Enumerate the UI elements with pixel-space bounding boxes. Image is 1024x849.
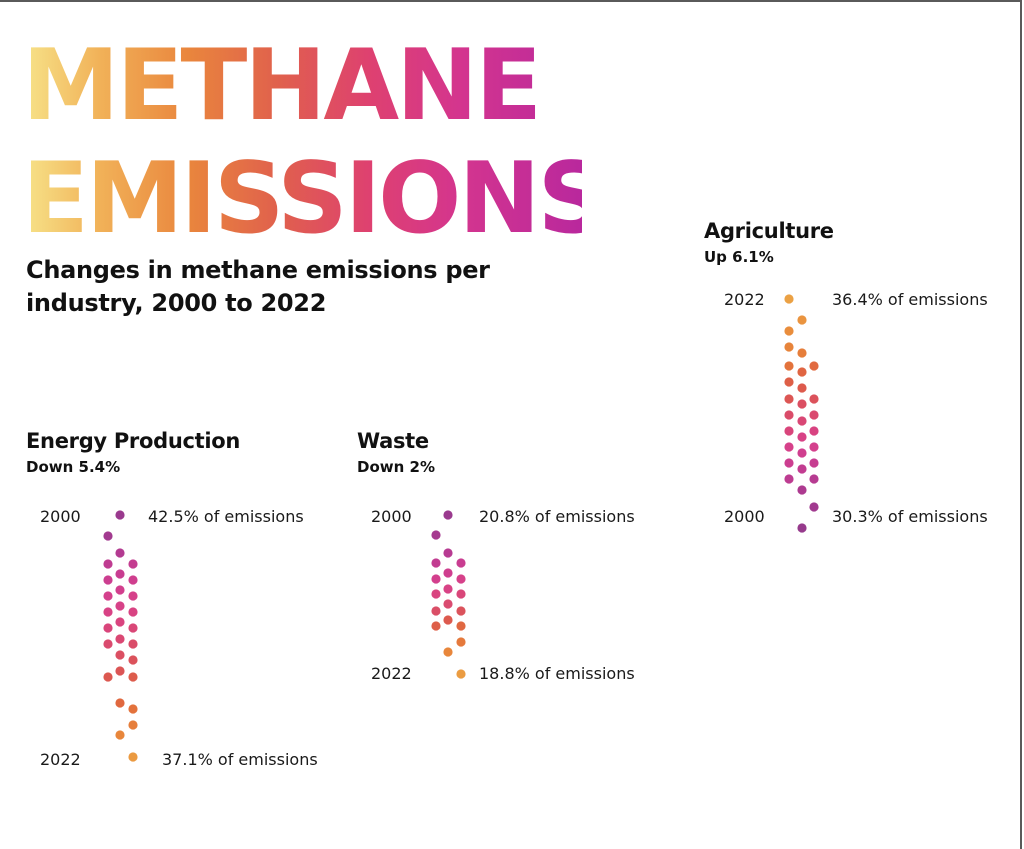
energy-production-dots xyxy=(103,510,138,762)
end-year-label: 2022 xyxy=(371,664,412,683)
waste-dots xyxy=(431,510,466,679)
chart-subtitle: Changes in methane emissions per industr… xyxy=(26,256,490,317)
top-year-label: 2022 xyxy=(724,290,765,309)
end-share-label: 18.8% of emissions xyxy=(479,664,635,683)
panel-change: Up 6.1% xyxy=(704,248,774,266)
title-line-1: METHANE xyxy=(22,29,540,143)
start-share-label: 20.8% of emissions xyxy=(479,507,635,526)
start-year-label: 2000 xyxy=(371,507,412,526)
title-line-2: EMISSIONS xyxy=(22,142,606,256)
end-share-label: 37.1% of emissions xyxy=(162,750,318,769)
panel-title: Agriculture xyxy=(704,219,834,243)
top-share-label: 36.4% of emissions xyxy=(832,290,988,309)
panel-title: Waste xyxy=(357,429,429,453)
start-share-label: 42.5% of emissions xyxy=(148,507,304,526)
end-year-label: 2022 xyxy=(40,750,81,769)
bottom-year-label: 2000 xyxy=(724,507,765,526)
panel-change: Down 2% xyxy=(357,458,435,476)
panel-title: Energy Production xyxy=(26,429,241,453)
panel-change: Down 5.4% xyxy=(26,458,121,476)
bottom-share-label: 30.3% of emissions xyxy=(832,507,988,526)
start-year-label: 2000 xyxy=(40,507,81,526)
page-title: METHANE EMISSIONS xyxy=(22,30,582,256)
agriculture-dots xyxy=(784,294,819,533)
